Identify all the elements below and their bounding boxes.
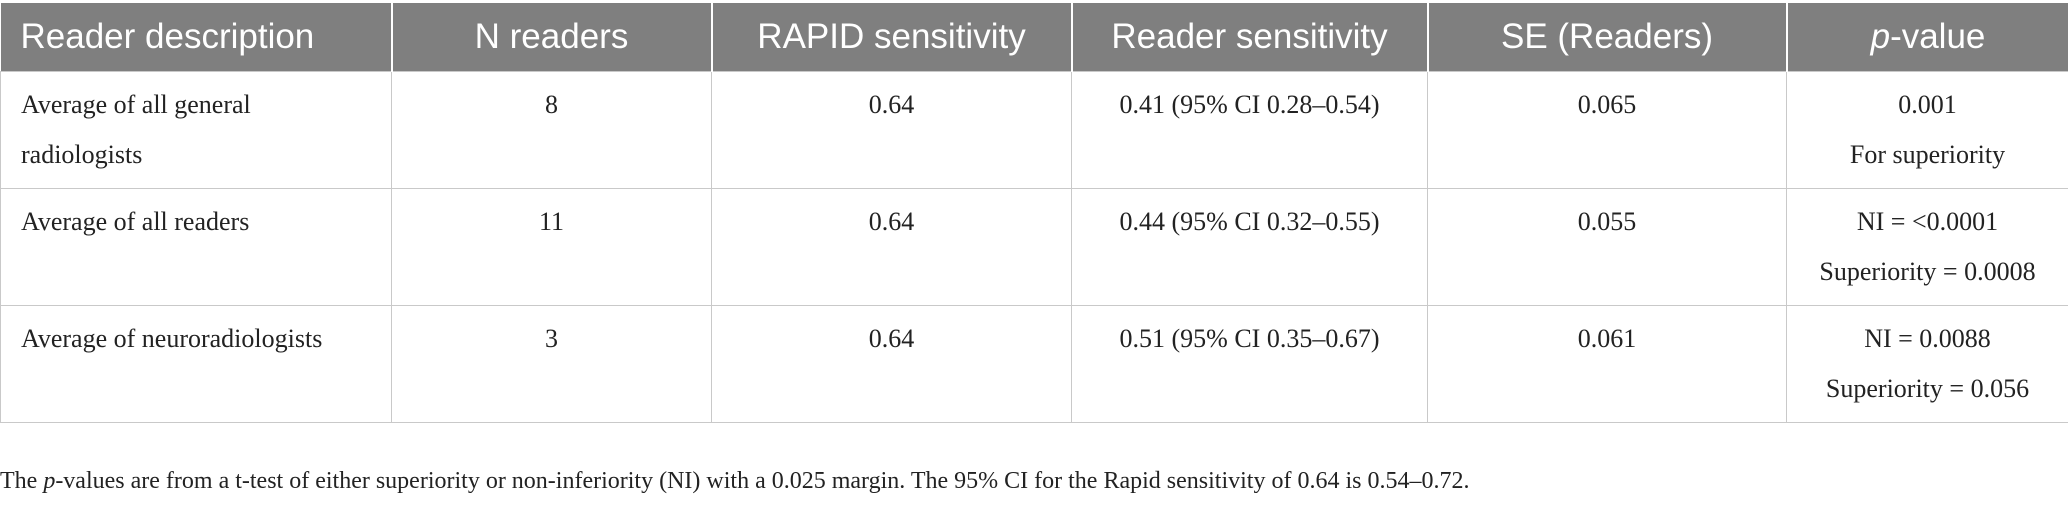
cell-se-readers: 0.065 (1427, 71, 1787, 189)
cell-rapid-sensitivity: 0.64 (711, 188, 1072, 306)
footnote-prefix: The (0, 468, 44, 494)
cell-n-readers: 3 (391, 305, 712, 423)
p-value-line: NI = <0.0001 (1856, 207, 1999, 236)
cell-se-readers: 0.061 (1427, 305, 1787, 423)
p-value-line: Superiority = 0.056 (1825, 374, 2030, 403)
header-reader-sensitivity: Reader sensitivity (1070, 3, 1428, 72)
cell-n-readers: 8 (391, 71, 712, 189)
table-row: Average of neuroradiologists 3 0.64 0.51… (0, 305, 2068, 423)
header-se-readers: SE (Readers) (1426, 3, 1787, 72)
footnote-text: -values are from a t-test of either supe… (55, 468, 1470, 494)
footnote-p-italic: p (43, 468, 56, 494)
cell-p-value: NI = 0.0088 Superiority = 0.056 (1786, 305, 2068, 423)
cell-p-value: NI = <0.0001 Superiority = 0.0008 (1786, 188, 2068, 306)
cell-reader-sensitivity: 0.41 (95% CI 0.28–0.54) (1071, 71, 1428, 189)
results-table: Reader description N readers RAPID sensi… (0, 3, 2068, 423)
description-line: Average of neuroradiologists (21, 324, 323, 353)
table-header-row: Reader description N readers RAPID sensi… (0, 3, 2068, 72)
description-line: Average of all readers (21, 207, 250, 236)
p-value-line: 0.001 (1898, 90, 1957, 119)
table-row: Average of all readers 11 0.64 0.44 (95%… (0, 188, 2068, 306)
p-value-line: For superiority (1849, 140, 2006, 169)
table-row: Average of all general radiologists 8 0.… (0, 71, 2068, 189)
results-table-container: Reader description N readers RAPID sensi… (0, 3, 2068, 423)
cell-reader-sensitivity: 0.44 (95% CI 0.32–0.55) (1071, 188, 1428, 306)
cell-reader-description: Average of neuroradiologists (0, 305, 392, 423)
p-value-line: Superiority = 0.0008 (1819, 257, 2036, 286)
cell-rapid-sensitivity: 0.64 (711, 305, 1072, 423)
description-line: Average of all general (21, 90, 251, 119)
header-reader-description: Reader description (0, 3, 392, 72)
cell-rapid-sensitivity: 0.64 (711, 71, 1072, 189)
cell-se-readers: 0.055 (1427, 188, 1787, 306)
cell-p-value: 0.001 For superiority (1786, 71, 2068, 189)
header-rapid-sensitivity: RAPID sensitivity (710, 3, 1072, 72)
cell-n-readers: 11 (391, 188, 712, 306)
header-p-value: p-value (1785, 3, 2068, 72)
cell-reader-description: Average of all general radiologists (0, 71, 392, 189)
header-p-suffix: -value (1890, 17, 1986, 56)
header-p-italic: p (1870, 17, 1891, 56)
p-value-line: NI = 0.0088 (1864, 324, 1991, 353)
cell-reader-description: Average of all readers (0, 188, 392, 306)
table-footnote: The p-values are from a t-test of either… (0, 468, 1469, 495)
description-line: radiologists (21, 140, 143, 169)
cell-reader-sensitivity: 0.51 (95% CI 0.35–0.67) (1071, 305, 1428, 423)
header-n-readers: N readers (390, 3, 712, 72)
